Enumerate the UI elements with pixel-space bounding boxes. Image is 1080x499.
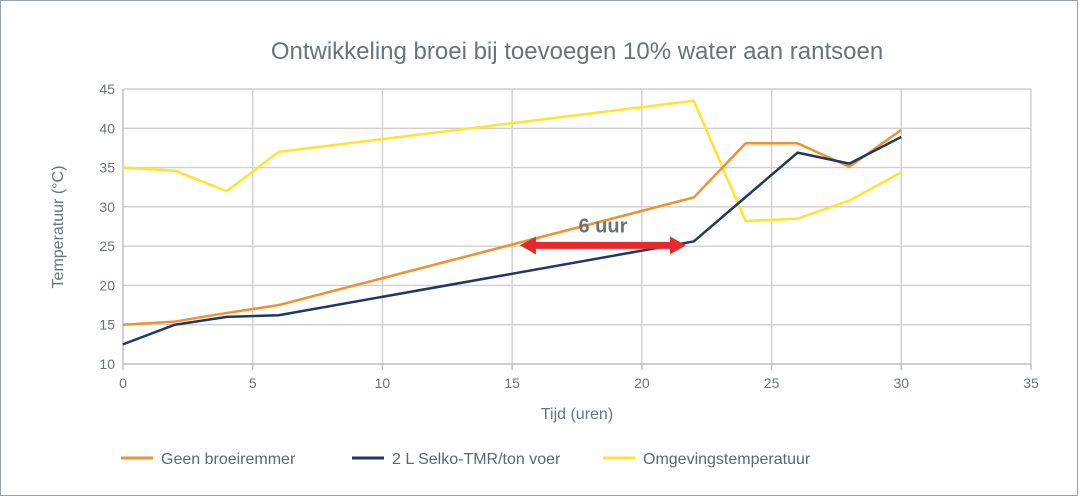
series-line-1 <box>122 135 902 346</box>
annotation: 6 uur <box>519 215 686 255</box>
y-tick-label: 10 <box>99 356 115 372</box>
y-ticks: 10 15 20 25 30 35 40 45 <box>99 81 115 372</box>
legend-label-0: Geen broeiremmer <box>161 451 296 468</box>
x-ticks: 0 5 10 15 20 25 30 35 <box>119 375 1039 391</box>
x-tick-label: 10 <box>375 375 391 391</box>
annotation-arrow-head-right <box>669 236 686 255</box>
legend-label-1: 2 L Selko-TMR/ton voer <box>392 451 561 468</box>
y-tick-label: 35 <box>99 160 115 176</box>
y-tick-label: 30 <box>99 199 115 215</box>
y-tick-label: 25 <box>99 238 115 254</box>
x-axis-label: Tijd (uren) <box>541 406 613 423</box>
grid <box>122 88 1032 370</box>
legend: Geen broeiremmer 2 L Selko-TMR/ton voer Om… <box>121 451 811 468</box>
chart-title: Ontwikkeling broei bij toevoegen 10% wat… <box>271 38 883 65</box>
x-tick-label: 35 <box>1023 375 1039 391</box>
x-tick-label: 0 <box>119 375 127 391</box>
x-tick-label: 15 <box>504 375 520 391</box>
annotation-label: 6 uur <box>578 215 627 237</box>
y-axis-label: Temperatuur (°C) <box>50 166 67 289</box>
legend-label-2: Omgevingstemperatuur <box>643 451 811 468</box>
y-tick-label: 45 <box>99 81 115 97</box>
series-line-2 <box>122 99 902 223</box>
series-lines <box>122 99 903 346</box>
x-tick-label: 25 <box>764 375 780 391</box>
y-tick-label: 20 <box>99 277 115 293</box>
y-tick-label: 40 <box>99 120 115 136</box>
annotation-arrow-head-left <box>519 236 536 255</box>
x-tick-label: 5 <box>249 375 257 391</box>
x-tick-label: 20 <box>634 375 650 391</box>
x-tick-label: 30 <box>893 375 909 391</box>
y-tick-label: 15 <box>99 317 115 333</box>
